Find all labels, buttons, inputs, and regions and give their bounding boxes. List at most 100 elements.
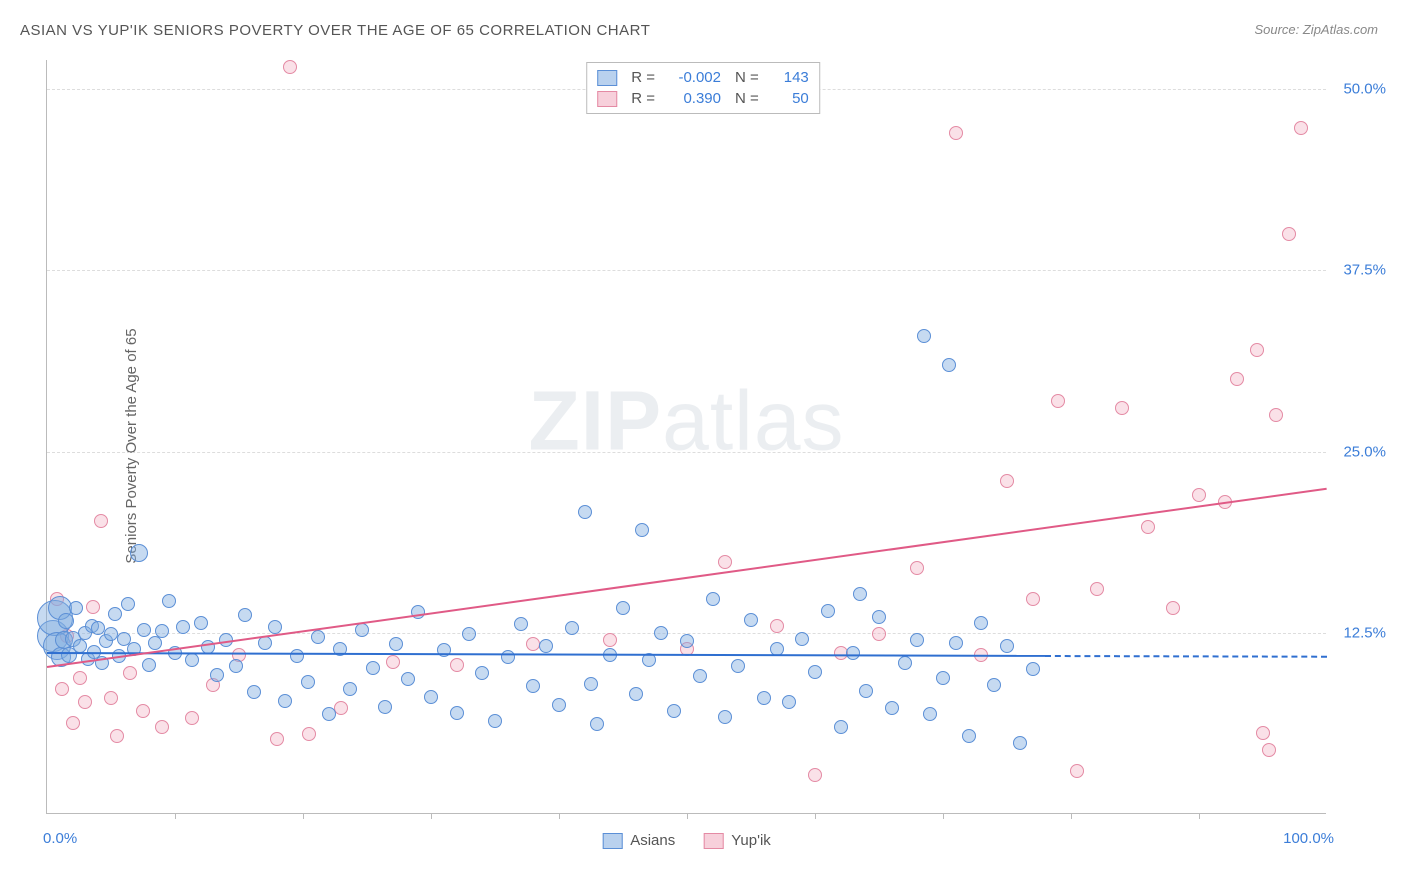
x-axis-max-label: 100.0%	[1283, 830, 1334, 847]
scatter-point-asian	[411, 605, 425, 619]
scatter-point-asian	[514, 617, 528, 631]
scatter-point-asian	[565, 621, 579, 635]
r-label: R =	[631, 90, 655, 107]
r-value: -0.002	[665, 69, 721, 86]
n-label: N =	[735, 69, 759, 86]
scatter-point-asian	[718, 710, 732, 724]
y-tick-label: 37.5%	[1343, 262, 1386, 279]
chart-title: ASIAN VS YUP'IK SENIORS POVERTY OVER THE…	[20, 22, 650, 39]
r-value: 0.390	[665, 90, 721, 107]
watermark-text: ZIPatlas	[528, 373, 844, 470]
legend-swatch	[703, 833, 723, 849]
scatter-point-asian	[834, 720, 848, 734]
watermark-bold: ZIP	[528, 374, 662, 468]
scatter-point-asian	[667, 704, 681, 718]
scatter-point-yupik	[1026, 592, 1040, 606]
scatter-point-asian	[910, 633, 924, 647]
scatter-point-yupik	[949, 126, 963, 140]
watermark-rest: atlas	[662, 374, 844, 468]
scatter-point-yupik	[94, 514, 108, 528]
scatter-point-yupik	[334, 701, 348, 715]
x-tick	[943, 813, 944, 819]
scatter-point-asian	[475, 666, 489, 680]
scatter-point-asian	[137, 623, 151, 637]
scatter-point-yupik	[270, 732, 284, 746]
scatter-point-asian	[942, 358, 956, 372]
scatter-point-yupik	[73, 671, 87, 685]
scatter-point-asian	[917, 329, 931, 343]
scatter-point-asian	[846, 646, 860, 660]
scatter-point-asian	[121, 597, 135, 611]
scatter-point-yupik	[86, 600, 100, 614]
scatter-point-asian	[584, 677, 598, 691]
scatter-point-asian	[185, 653, 199, 667]
scatter-point-asian	[238, 608, 252, 622]
scatter-point-asian	[210, 668, 224, 682]
scatter-point-yupik	[450, 658, 464, 672]
x-tick	[815, 813, 816, 819]
scatter-point-yupik	[1090, 582, 1104, 596]
scatter-point-yupik	[66, 716, 80, 730]
scatter-point-asian	[1026, 662, 1040, 676]
legend-label: Asians	[630, 832, 675, 849]
scatter-point-asian	[635, 523, 649, 537]
legend-item: Asians	[602, 832, 675, 849]
scatter-point-yupik	[1070, 764, 1084, 778]
scatter-point-asian	[859, 684, 873, 698]
scatter-point-yupik	[1282, 227, 1296, 241]
scatter-point-yupik	[808, 768, 822, 782]
n-value: 143	[769, 69, 809, 86]
legend-stat-row: R =-0.002N =143	[597, 67, 809, 88]
scatter-point-asian	[69, 601, 83, 615]
scatter-point-asian	[590, 717, 604, 731]
scatter-point-yupik	[770, 619, 784, 633]
scatter-point-yupik	[185, 711, 199, 725]
grid-line	[47, 452, 1326, 453]
x-tick	[559, 813, 560, 819]
scatter-point-yupik	[1250, 343, 1264, 357]
scatter-point-asian	[923, 707, 937, 721]
x-tick	[1199, 813, 1200, 819]
x-tick	[303, 813, 304, 819]
scatter-point-asian	[58, 613, 74, 629]
scatter-point-asian	[949, 636, 963, 650]
scatter-point-asian	[898, 656, 912, 670]
scatter-point-asian	[654, 626, 668, 640]
scatter-point-yupik	[603, 633, 617, 647]
scatter-point-asian	[278, 694, 292, 708]
scatter-point-yupik	[1141, 520, 1155, 534]
scatter-point-asian	[401, 672, 415, 686]
scatter-point-yupik	[1256, 726, 1270, 740]
scatter-point-asian	[872, 610, 886, 624]
y-tick-label: 25.0%	[1343, 443, 1386, 460]
scatter-point-yupik	[1051, 394, 1065, 408]
scatter-point-asian	[629, 687, 643, 701]
scatter-point-asian	[162, 594, 176, 608]
scatter-point-yupik	[1166, 601, 1180, 615]
scatter-point-asian	[1000, 639, 1014, 653]
scatter-point-yupik	[155, 720, 169, 734]
scatter-point-asian	[578, 505, 592, 519]
scatter-point-asian	[389, 637, 403, 651]
scatter-point-asian	[268, 620, 282, 634]
scatter-point-asian	[974, 616, 988, 630]
grid-line	[47, 270, 1326, 271]
scatter-point-asian	[366, 661, 380, 675]
scatter-point-asian	[693, 669, 707, 683]
scatter-point-asian	[229, 659, 243, 673]
scatter-point-asian	[680, 634, 694, 648]
y-tick-label: 12.5%	[1343, 624, 1386, 641]
scatter-point-yupik	[1192, 488, 1206, 502]
scatter-point-asian	[311, 630, 325, 644]
scatter-point-yupik	[910, 561, 924, 575]
scatter-point-asian	[155, 624, 169, 638]
scatter-point-asian	[322, 707, 336, 721]
scatter-point-asian	[73, 639, 87, 653]
trend-line-asian-ext	[1045, 655, 1327, 658]
scatter-point-yupik	[718, 555, 732, 569]
scatter-point-asian	[616, 601, 630, 615]
scatter-point-asian	[176, 620, 190, 634]
x-tick	[687, 813, 688, 819]
scatter-point-asian	[424, 690, 438, 704]
legend-label: Yup'ik	[731, 832, 771, 849]
